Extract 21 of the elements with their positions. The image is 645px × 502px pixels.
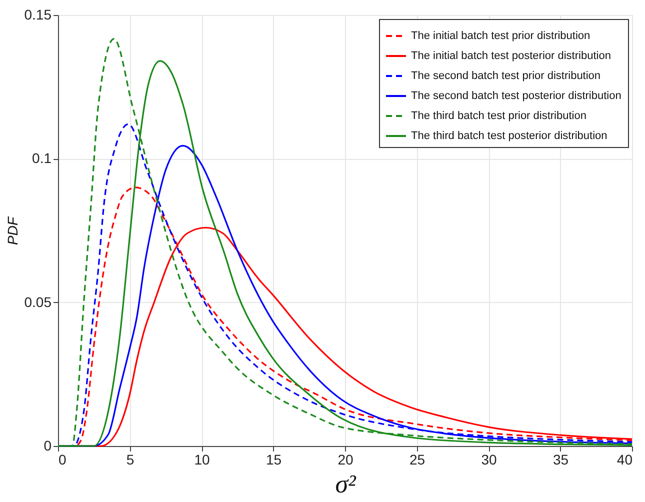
x-tick-label: 40 bbox=[616, 452, 633, 468]
y-tick-label: 0.1 bbox=[32, 150, 52, 166]
y-tick-label: 0.15 bbox=[24, 6, 52, 22]
x-tick-label: 35 bbox=[552, 452, 569, 468]
legend-label: The third batch test prior distribution bbox=[411, 110, 586, 122]
legend-label: The second batch test posterior distribution bbox=[411, 90, 622, 102]
x-tick-label: 10 bbox=[194, 452, 210, 468]
x-tick-label: 30 bbox=[481, 452, 497, 468]
x-tick-label: 15 bbox=[266, 452, 282, 468]
legend-label: The third batch test posterior distribution bbox=[411, 130, 608, 142]
y-axis-title: PDF bbox=[4, 216, 20, 245]
x-tick-label: 0 bbox=[58, 452, 66, 468]
x-axis-title: σ² bbox=[335, 470, 358, 498]
x-tick-label: 25 bbox=[409, 452, 426, 468]
y-tick-label: 0.05 bbox=[24, 294, 52, 310]
y-tick-label: 0 bbox=[44, 438, 52, 454]
x-tick-label: 20 bbox=[338, 452, 354, 468]
legend-label: The initial batch test prior distribution bbox=[411, 30, 590, 42]
x-tick-label: 5 bbox=[126, 452, 134, 468]
legend-label: The initial batch test posterior distribution bbox=[411, 50, 611, 62]
legend-label: The second batch test prior distribution bbox=[411, 70, 601, 82]
